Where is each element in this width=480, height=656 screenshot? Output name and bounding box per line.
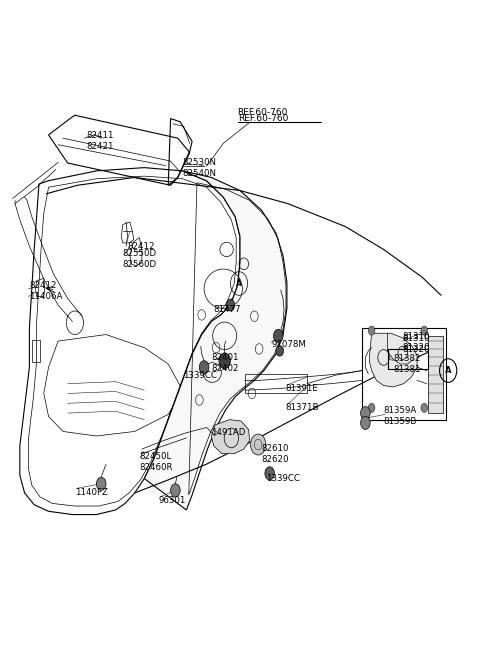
Text: 81310
81320: 81310 81320 [403,335,430,354]
Text: 81391E: 81391E [286,384,318,393]
Text: REF.60-760: REF.60-760 [239,114,289,123]
Circle shape [360,417,370,430]
Text: 81382
81381: 81382 81381 [393,354,420,374]
Circle shape [276,346,284,356]
Text: 82412: 82412 [128,241,155,251]
Circle shape [421,403,428,413]
Circle shape [219,353,230,369]
Circle shape [226,299,235,311]
Polygon shape [144,171,287,510]
Text: 81310
81320: 81310 81320 [403,333,430,352]
Circle shape [421,326,428,335]
Text: 81477: 81477 [214,305,241,314]
Text: 97078M: 97078M [271,340,306,349]
Circle shape [274,329,283,342]
Circle shape [360,407,370,420]
Text: A: A [445,366,452,375]
Text: 81359A
81359B: 81359A 81359B [384,406,417,426]
Text: A: A [236,279,242,288]
Text: 82530N
82540N: 82530N 82540N [182,157,216,178]
Text: 82401
82402: 82401 82402 [211,353,239,373]
Text: 1339CC: 1339CC [266,474,300,483]
Circle shape [199,361,209,374]
Text: REF.60-760: REF.60-760 [238,108,288,117]
Text: 82610
82620: 82610 82620 [262,443,289,464]
Circle shape [170,483,180,497]
Text: 96301: 96301 [158,496,186,504]
Text: 82412: 82412 [29,281,57,290]
Polygon shape [211,420,250,454]
Circle shape [265,467,275,480]
Text: 82411
82421: 82411 82421 [87,131,114,152]
Text: 82550D
82560D: 82550D 82560D [123,249,157,270]
Circle shape [368,326,375,335]
Text: 1140FZ: 1140FZ [75,489,108,497]
Text: 1491AD: 1491AD [211,428,246,438]
Text: 1339CC: 1339CC [182,371,216,380]
Circle shape [96,478,106,490]
Circle shape [251,434,266,455]
Text: 82450L
82460R: 82450L 82460R [140,452,173,472]
Text: 11406A: 11406A [29,292,63,301]
Polygon shape [369,333,417,387]
Text: 81371B: 81371B [286,403,319,413]
Circle shape [368,403,375,413]
Polygon shape [428,336,444,413]
